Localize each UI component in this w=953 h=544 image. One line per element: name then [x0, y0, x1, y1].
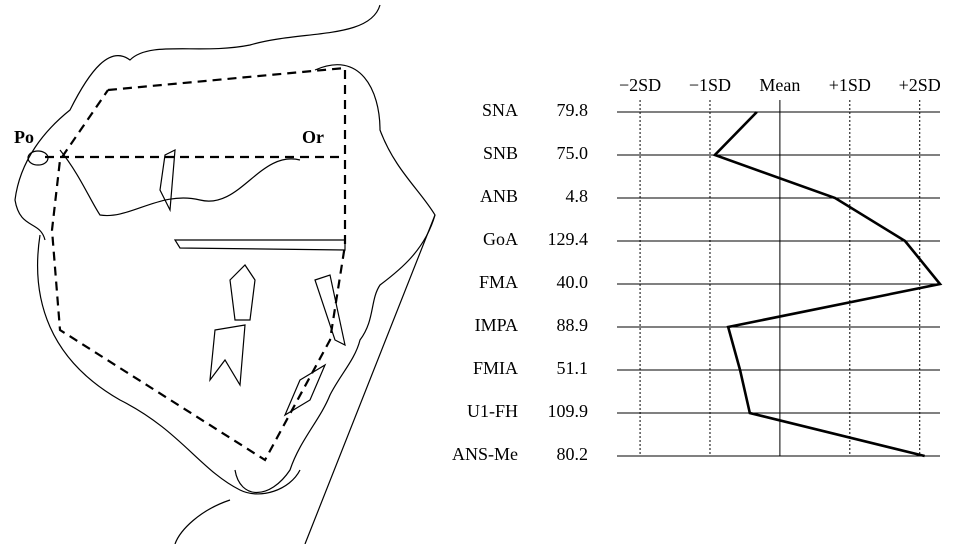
row-value: 79.8 [557, 100, 589, 120]
x-tick-label: Mean [759, 75, 800, 95]
row-label: FMA [479, 272, 518, 292]
facial-line [305, 215, 435, 544]
row-value: 51.1 [557, 358, 589, 378]
row-value: 4.8 [566, 186, 589, 206]
row-label: GoA [483, 229, 518, 249]
row-label: ANS-Me [452, 444, 518, 464]
row-value: 75.0 [557, 143, 589, 163]
profilogram: −2SD −1SD Mean +1SD +2SD SNA 79.8 SNB 75.0 ANB 4.8… [452, 75, 941, 464]
point-label: Po [14, 127, 34, 147]
x-tick-label: −1SD [689, 75, 731, 95]
row-value: 129.4 [548, 229, 589, 249]
row-label: SNA [482, 100, 518, 120]
row-value: 40.0 [557, 272, 589, 292]
soft-profile [235, 65, 435, 493]
mandible [38, 235, 300, 494]
skull-outline [15, 5, 380, 240]
x-tick-label: −2SD [619, 75, 661, 95]
row-value: 88.9 [557, 315, 589, 335]
molars [210, 265, 255, 385]
palate [175, 240, 345, 250]
point-label: Or [302, 127, 324, 147]
ceph-planes [45, 68, 345, 460]
ceph-tracing: Po Or [14, 5, 435, 544]
neck [175, 500, 230, 544]
row-label: U1-FH [467, 401, 518, 421]
x-tick-label: +2SD [899, 75, 941, 95]
row-value: 80.2 [557, 444, 589, 464]
figure: Po Or −2SD −1SD Mean +1SD +2SD SNA 79.8 SNB 75.0… [0, 0, 953, 544]
row-label: FMIA [473, 358, 518, 378]
x-tick-label: +1SD [829, 75, 871, 95]
row-label: ANB [480, 186, 518, 206]
row-value: 109.9 [548, 401, 589, 421]
row-label: IMPA [475, 315, 518, 335]
row-label: SNB [483, 143, 518, 163]
orbit-curve [60, 150, 300, 216]
